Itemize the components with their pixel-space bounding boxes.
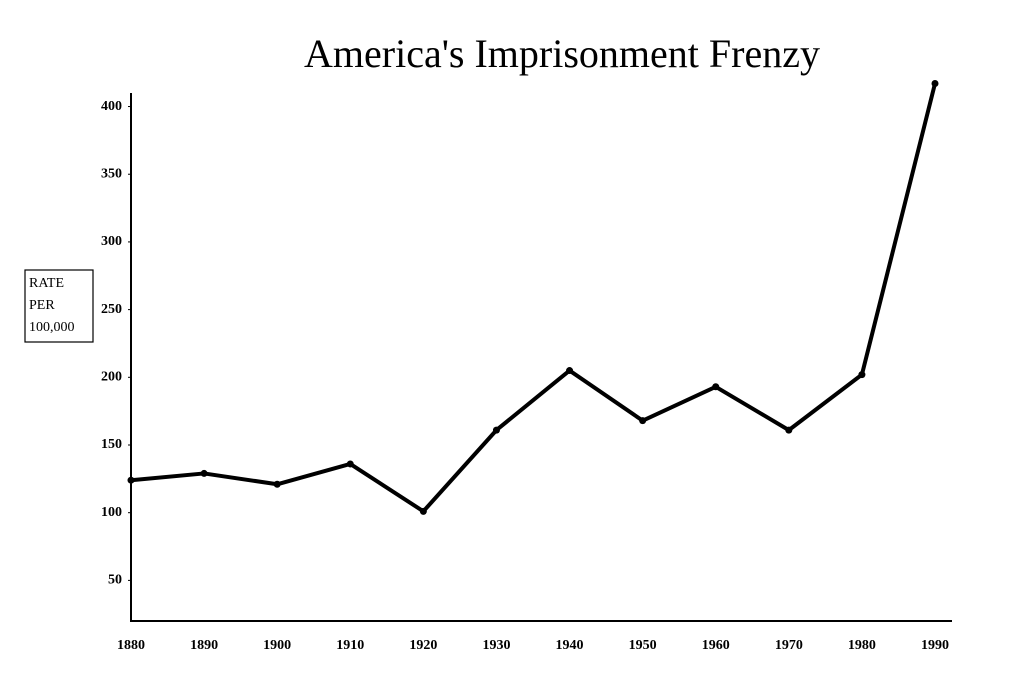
point — [200, 469, 208, 477]
y-tick-label: 150 — [101, 437, 122, 452]
y-tick-label: 400 — [101, 99, 122, 114]
x-tick-label: 1940 — [556, 638, 584, 653]
x-tick-label: 1990 — [921, 638, 949, 653]
point — [639, 417, 647, 425]
y-tick-label: 50 — [108, 573, 122, 588]
y-tick-label: 300 — [101, 234, 122, 249]
point — [858, 371, 866, 379]
x-tick-label: 1930 — [482, 638, 510, 653]
point — [931, 80, 939, 88]
x-tick-label: 1980 — [848, 638, 876, 653]
point — [492, 426, 500, 434]
x-tick-label: 1950 — [629, 638, 657, 653]
y-tick-label: 350 — [101, 166, 122, 181]
x-tick-label: 1970 — [775, 638, 803, 653]
y-label-box — [24, 269, 94, 343]
y-label: 100,000 — [29, 320, 75, 335]
y-tick-label: 100 — [101, 505, 122, 520]
x-tick-label: 1890 — [190, 638, 218, 653]
point — [346, 460, 354, 468]
point — [127, 476, 135, 484]
line — [130, 83, 937, 514]
y-label: PER — [29, 298, 55, 313]
x-tick-label: 1900 — [263, 638, 291, 653]
y-label: RATE — [29, 276, 64, 291]
y-tick-label: 250 — [101, 302, 122, 317]
point — [712, 383, 720, 391]
y-tick-label: 200 — [101, 370, 122, 385]
x-tick-label: 1910 — [336, 638, 364, 653]
x-tick-label: 1880 — [117, 638, 145, 653]
point — [273, 480, 281, 488]
x-tick-label: 1920 — [409, 638, 437, 653]
x-tick-label: 1960 — [702, 638, 730, 653]
point — [566, 367, 574, 375]
point — [419, 507, 427, 515]
point — [785, 426, 793, 434]
chart-title: America's Imprisonment Frenzy — [304, 31, 820, 76]
